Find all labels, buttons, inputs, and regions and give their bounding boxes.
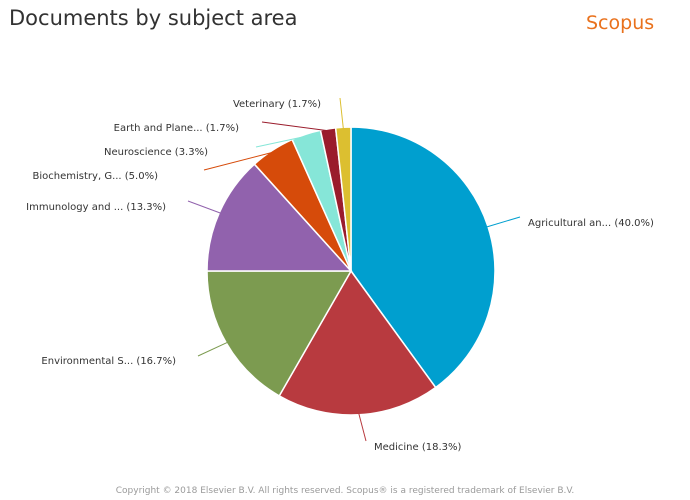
connector-5	[255, 135, 307, 148]
slice-label-5: Neuroscience (3.3%)	[104, 147, 208, 158]
chart-title: Documents by subject area	[9, 6, 298, 30]
connector-0	[485, 216, 521, 228]
connector-3	[187, 200, 222, 214]
connector-2	[197, 341, 229, 357]
slice-label-4: Biochemistry, G... (5.0%)	[33, 171, 159, 182]
connector-1	[358, 412, 367, 442]
slice-label-6: Earth and Plane... (1.7%)	[114, 123, 239, 134]
slice-label-2: Environmental S... (16.7%)	[41, 356, 176, 367]
label-connectors	[187, 97, 521, 442]
copyright-footer: Copyright © 2018 Elsevier B.V. All right…	[115, 486, 575, 496]
scopus-logo[interactable]: Scopus	[586, 12, 655, 34]
slice-label-0: Agricultural an... (40.0%)	[528, 218, 654, 229]
slice-label-1: Medicine (18.3%)	[374, 442, 462, 453]
connector-7	[339, 97, 344, 130]
slice-label-7: Veterinary (1.7%)	[233, 99, 321, 110]
pie-slices	[206, 126, 496, 416]
slice-label-3: Immunology and ... (13.3%)	[26, 202, 166, 213]
connector-6	[261, 121, 329, 132]
connector-4	[203, 151, 274, 171]
slice-labels: Agricultural an... (40.0%) Medicine (18.3…	[26, 99, 654, 453]
